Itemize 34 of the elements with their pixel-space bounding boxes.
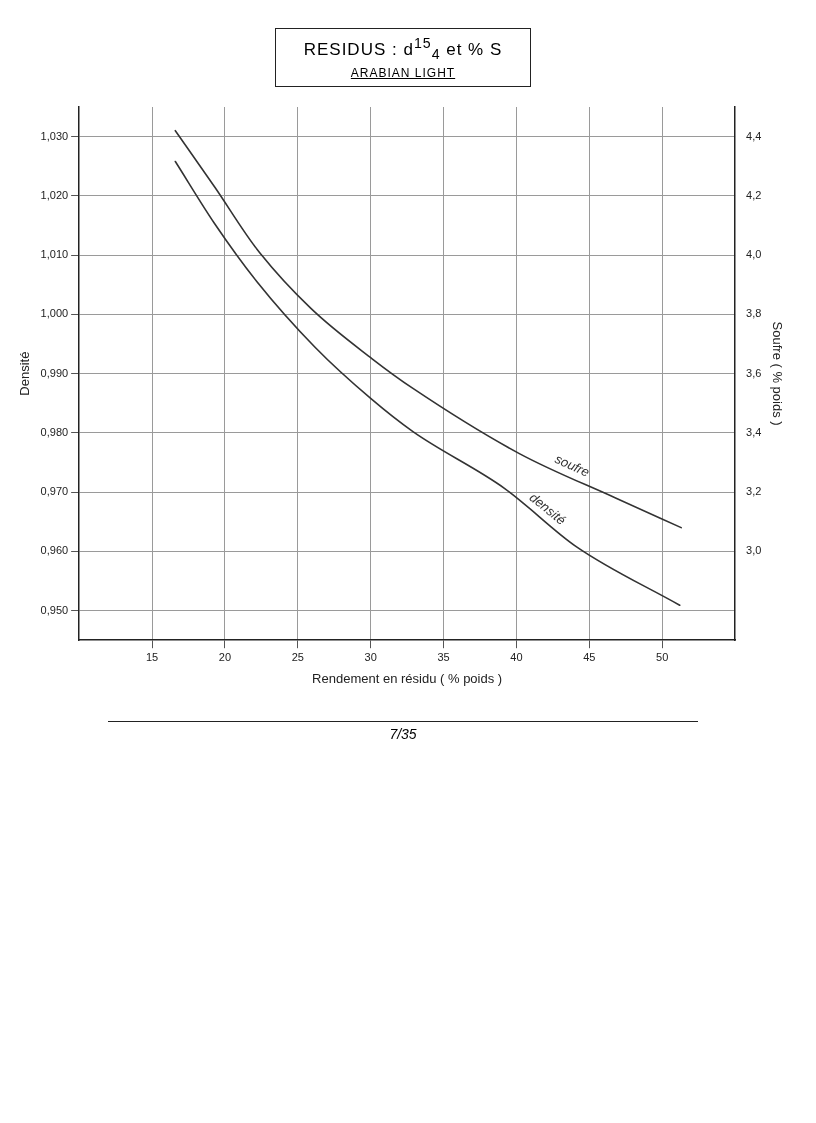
y2-tick-label: 3,4 xyxy=(746,425,762,438)
chart-title: RESIDUS : d$^{15}$$_{4}$ et % S xyxy=(303,35,503,63)
x-axis-title: Rendement en résidu ( % poids ) xyxy=(312,670,503,686)
y-tick-label: 1,010 xyxy=(40,248,69,261)
y-tick-label: 1,000 xyxy=(40,307,69,320)
x-tick-label: 45 xyxy=(583,650,596,663)
y-tick-label: 0,960 xyxy=(40,544,69,557)
x-tick-label: 20 xyxy=(218,650,232,663)
line-series xyxy=(174,129,682,529)
chart-subtitle: ARABIAN LIGHT xyxy=(349,66,457,81)
x-tick-label: 15 xyxy=(145,650,159,663)
y-tick-label: 0,980 xyxy=(40,425,69,438)
x-tick-label: 30 xyxy=(364,650,377,663)
x-tick-label: 35 xyxy=(437,650,450,663)
y-tick-label: 0,990 xyxy=(40,366,69,379)
y-tick-label: 1,020 xyxy=(40,188,69,201)
line-series xyxy=(174,160,681,607)
y2-tick-label: 3,6 xyxy=(746,366,762,379)
text: soufre xyxy=(552,451,592,480)
x-tick-label: 50 xyxy=(656,650,669,663)
y2-tick-label: 4,0 xyxy=(746,248,762,261)
y2-tick-label: 4,4 xyxy=(746,129,762,142)
y2-tick-label: 3,8 xyxy=(746,307,762,320)
y-tick-label: 1,030 xyxy=(40,129,69,142)
text: 7/35 xyxy=(108,721,698,743)
y-tick-label: 0,950 xyxy=(40,603,69,616)
y2-tick-label: 3,0 xyxy=(746,544,762,557)
x-tick-label: 40 xyxy=(510,650,523,663)
y-axis-title: Densité xyxy=(17,351,33,396)
y2-tick-label: 3,2 xyxy=(746,485,762,498)
y-tick-label: 0,970 xyxy=(40,485,69,498)
x-tick-label: 25 xyxy=(291,650,304,663)
y2-axis-title: Soufre ( % poids ) xyxy=(769,321,785,426)
y2-tick-label: 4,2 xyxy=(746,188,762,201)
